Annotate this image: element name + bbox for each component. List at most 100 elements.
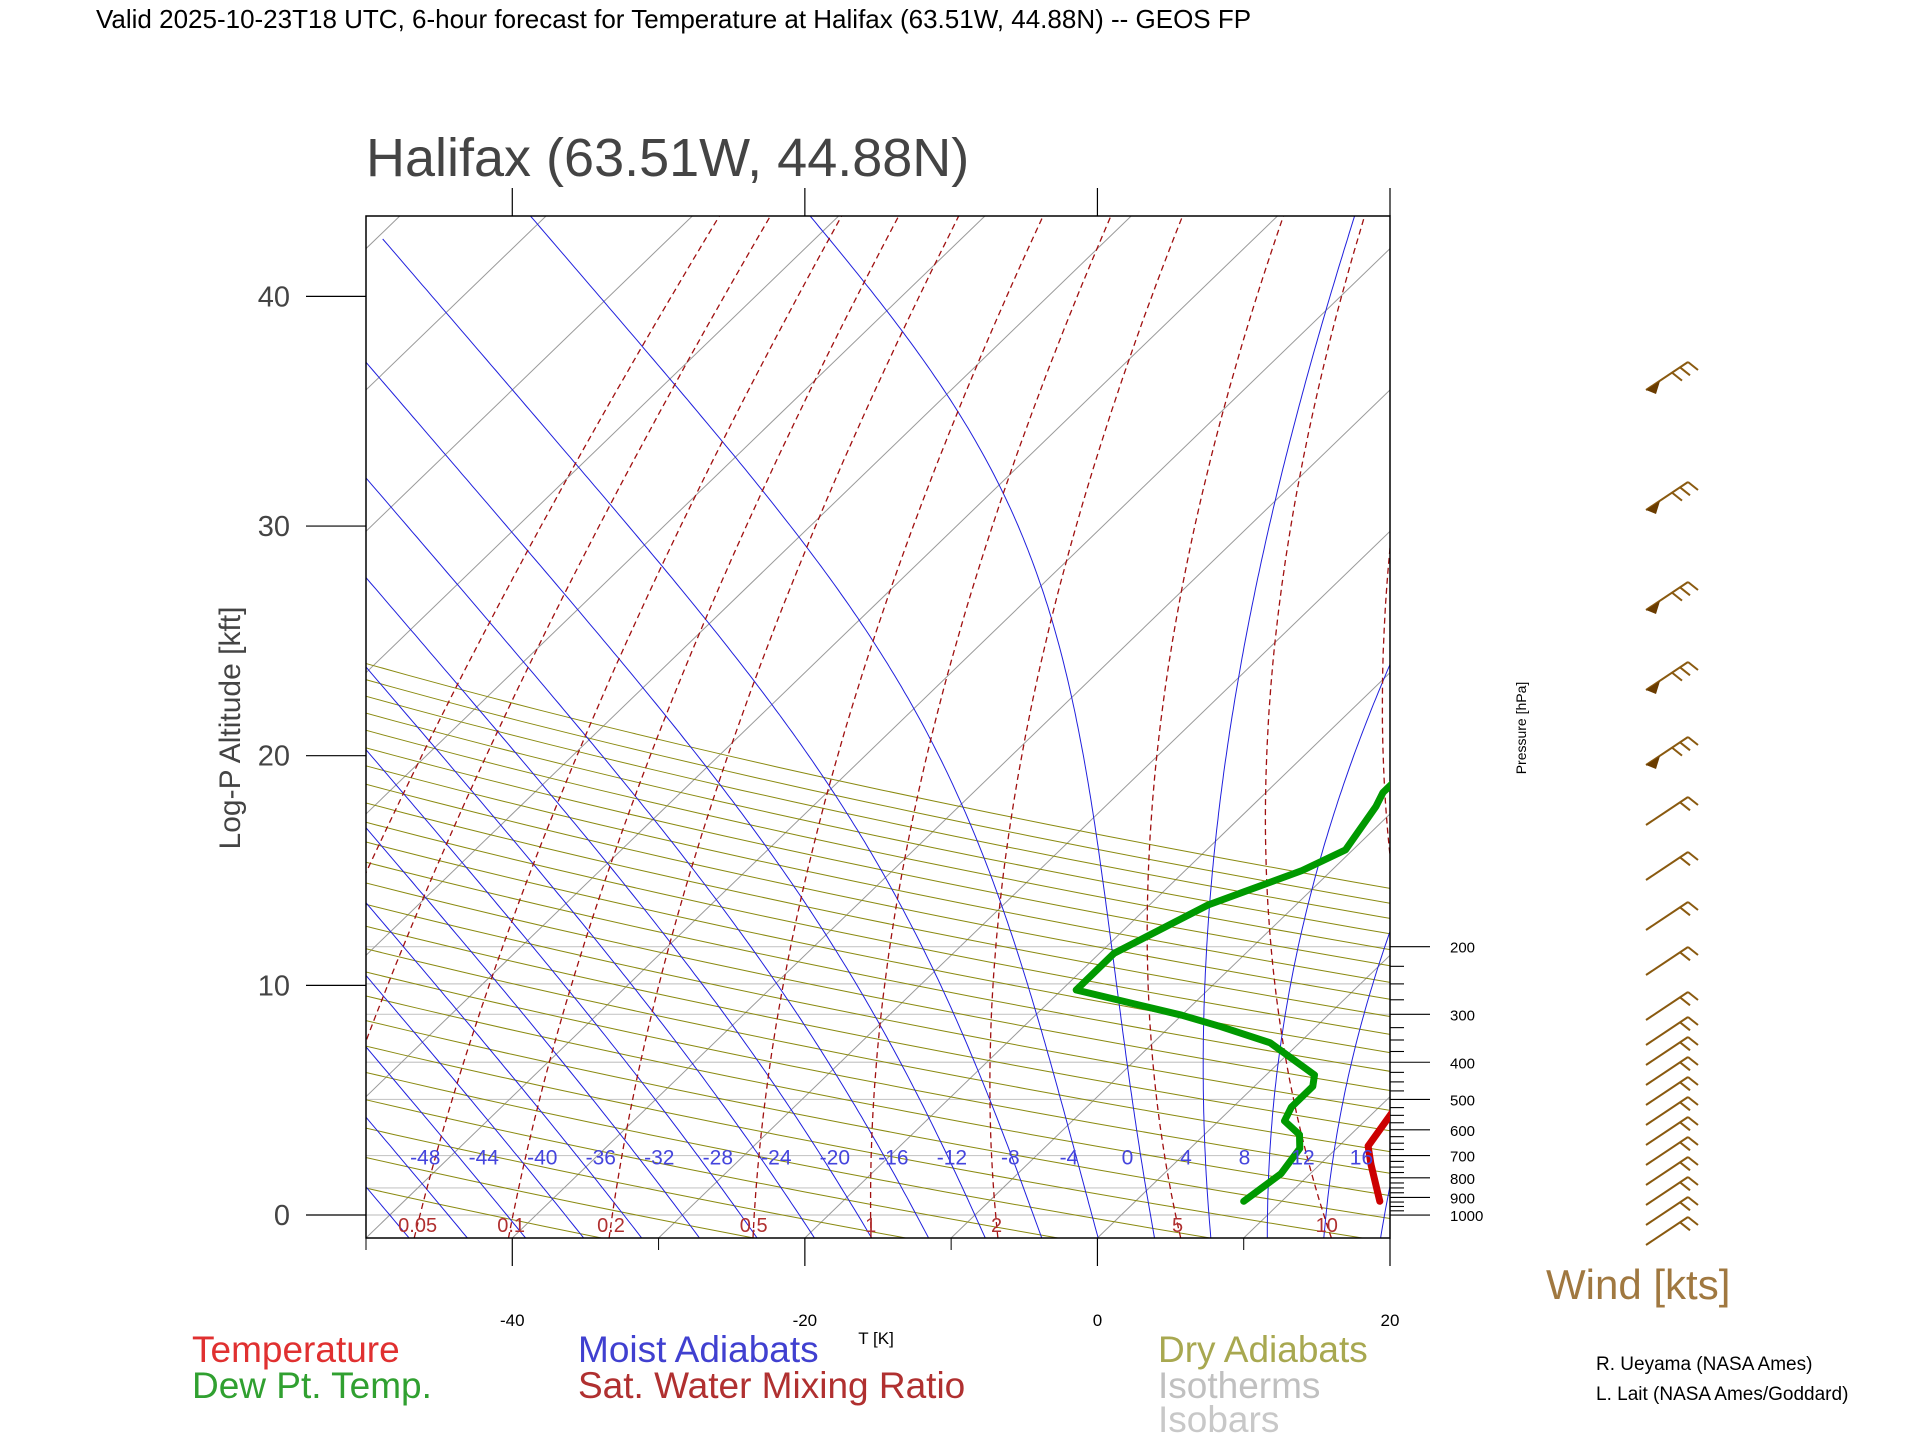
dry-adiabat-line	[366, 821, 1390, 1035]
moist-adiabat-line	[382, 238, 1043, 1238]
x-tick-label: 20	[1381, 1311, 1400, 1330]
wind-barb-icon	[1645, 1056, 1699, 1086]
moist-adiabat-label: -24	[761, 1146, 792, 1169]
moist-adiabat-line	[1380, 1183, 1390, 1238]
pressure-tick-label: 900	[1450, 1190, 1475, 1207]
moist-adiabat-line	[366, 1186, 410, 1238]
wind-barb-flag	[1646, 756, 1660, 769]
isotherm-line	[366, 216, 839, 674]
moist-adiabat-label: -44	[469, 1146, 500, 1169]
wind-barb-staff	[1645, 361, 1689, 391]
isotherm-line	[804, 671, 1390, 1238]
wind-barb-feather	[1671, 371, 1683, 382]
wind-barb-staff	[1645, 661, 1689, 691]
wind-barb-icon	[1645, 1096, 1699, 1126]
x-axis-label: T [K]	[858, 1329, 894, 1348]
dry-adiabat-line	[366, 1020, 1390, 1220]
wind-barb-feather	[1679, 951, 1691, 962]
wind-barb-feather	[1687, 1136, 1699, 1146]
wind-barb-feather	[1679, 1061, 1691, 1072]
wind-barb-feather	[1679, 741, 1691, 752]
wind-barb-icon	[1645, 796, 1699, 826]
wind-barb-feather	[1679, 856, 1691, 867]
wind-barb-icon	[1645, 946, 1699, 976]
pressure-tick-label: 200	[1450, 940, 1475, 957]
y-tick-label: 10	[258, 970, 290, 1002]
mixing-ratio-line	[989, 216, 1184, 1238]
moist-adiabat-label: 0	[1122, 1146, 1134, 1169]
dry-adiabat-line	[366, 1156, 754, 1238]
dry-adiabat-line	[366, 903, 1390, 1111]
dry-adiabat-line	[366, 729, 1390, 951]
dry-adiabat-line	[366, 695, 1390, 919]
moist-adiabat-line	[530, 216, 1099, 1238]
moist-adiabat-label: -32	[644, 1146, 674, 1169]
moist-adiabat-label: -8	[1001, 1146, 1020, 1169]
moist-adiabat-label: -36	[586, 1146, 616, 1169]
wind-barb-icon	[1645, 1216, 1699, 1246]
wind-barb-staff	[1645, 901, 1689, 931]
dry-adiabat-line	[366, 882, 1390, 1092]
wind-barb-flag	[1646, 381, 1660, 394]
mixing-ratio-label: 0.1	[497, 1215, 525, 1237]
wind-barb-feather	[1671, 746, 1683, 757]
wind-barb-staff	[1645, 851, 1689, 881]
pressure-tick-label: 1000	[1450, 1208, 1483, 1225]
moist-adiabat-line	[809, 216, 1155, 1238]
wind-barb-feather	[1687, 661, 1699, 671]
y-tick-label: 30	[258, 511, 290, 543]
wind-barb-staff	[1645, 1216, 1689, 1246]
dry-adiabat-line	[366, 802, 1390, 1018]
legend-item: Temperature	[192, 1329, 400, 1370]
wind-barb-staff	[1645, 796, 1689, 826]
wind-barb-feather	[1679, 586, 1691, 597]
moist-adiabat-label: -28	[703, 1146, 733, 1169]
wind-barb-icon	[1645, 361, 1699, 394]
dry-adiabat-line	[366, 712, 1390, 935]
mixing-ratio-label: 2	[991, 1215, 1002, 1237]
dry-adiabat-line	[366, 948, 1390, 1153]
legend-item: Moist Adiabats	[578, 1329, 819, 1370]
mixing-ratio-line	[366, 216, 720, 875]
isotherm-line	[366, 216, 401, 250]
dry-adiabat-line	[366, 662, 1390, 889]
wind-barb-feather	[1687, 581, 1699, 591]
y-tick-label: 20	[258, 741, 290, 773]
wind-barb-icon	[1645, 661, 1699, 694]
moist-adiabat-label: 16	[1350, 1146, 1373, 1169]
plot-frame	[365, 215, 1391, 1239]
mixing-ratio-label: 0.2	[597, 1215, 625, 1237]
wind-barb-feather	[1687, 1156, 1699, 1166]
isotherm-line	[658, 530, 1390, 1238]
moist-adiabat-line	[366, 477, 930, 1238]
mixing-ratio-label: 1	[865, 1215, 876, 1237]
moist-adiabat-line	[366, 974, 585, 1238]
wind-barb-feather	[1671, 591, 1683, 602]
credit-1: R. Ueyama (NASA Ames)	[1596, 1354, 1812, 1375]
wind-barb-staff	[1645, 1136, 1689, 1166]
dry-adiabat-line	[366, 1187, 602, 1238]
wind-barb-feather	[1679, 1041, 1691, 1052]
moist-adiabat-label: 12	[1291, 1146, 1314, 1169]
mixing-ratio-label: 5	[1172, 1215, 1183, 1237]
wind-barb-staff	[1645, 1036, 1689, 1066]
moist-adiabat-line	[366, 666, 815, 1238]
dry-adiabat-line	[366, 765, 1390, 983]
mixing-ratio-line	[608, 216, 960, 1238]
wind-barb-feather	[1679, 1021, 1691, 1032]
mixing-ratio-line	[1381, 541, 1390, 862]
wind-label: Wind [kts]	[1546, 1261, 1730, 1308]
legend-item: Dew Pt. Temp.	[192, 1365, 432, 1406]
wind-barb-feather	[1687, 1056, 1699, 1066]
wind-barb-feather	[1687, 1076, 1699, 1086]
wind-barb-staff	[1645, 1116, 1689, 1146]
wind-barb-feather	[1687, 796, 1699, 806]
isotherm-line	[366, 216, 1132, 957]
legend-item: Sat. Water Mixing Ratio	[578, 1365, 965, 1406]
moist-adiabat-label: -20	[820, 1146, 850, 1169]
x-tick-label: -20	[793, 1311, 818, 1330]
wind-barb-icon	[1645, 1036, 1699, 1066]
wind-barb-feather	[1679, 906, 1691, 917]
moist-adiabat-label: -12	[937, 1146, 967, 1169]
